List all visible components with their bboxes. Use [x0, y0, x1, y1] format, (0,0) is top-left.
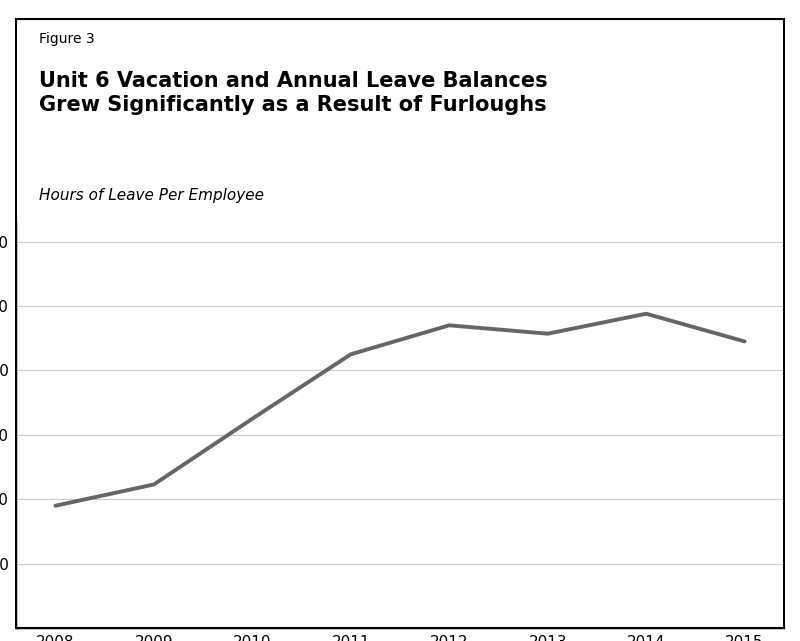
- Text: Hours of Leave Per Employee: Hours of Leave Per Employee: [39, 188, 264, 203]
- Text: Figure 3: Figure 3: [39, 32, 94, 46]
- Text: Unit 6 Vacation and Annual Leave Balances
Grew Significantly as a Result of Furl: Unit 6 Vacation and Annual Leave Balance…: [39, 71, 548, 115]
